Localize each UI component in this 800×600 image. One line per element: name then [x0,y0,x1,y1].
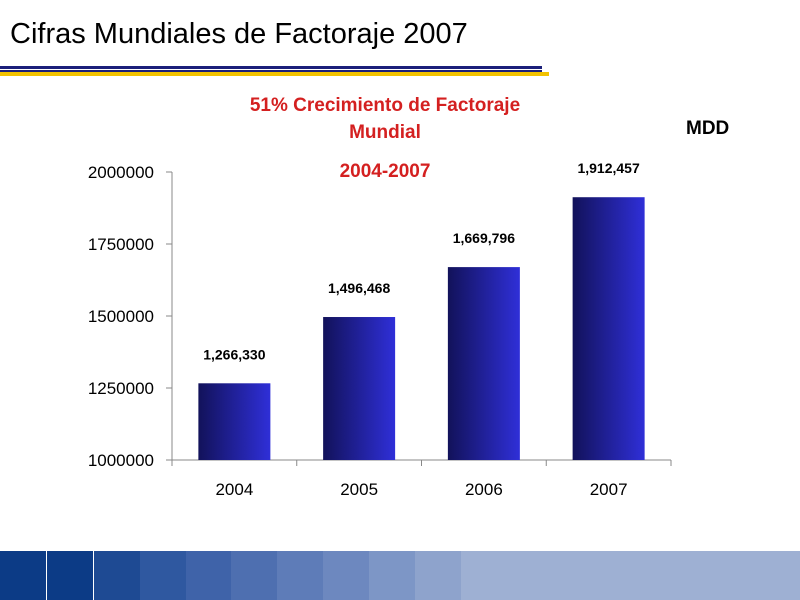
footer-block [369,551,416,600]
data-label-2005: 1,496,468 [328,280,390,296]
bar-2004 [198,383,271,460]
chart-title: 51% Crecimiento de Factoraje Mundial [249,95,521,143]
x-tick-label-2006: 2006 [465,480,503,499]
footer-block [185,551,232,600]
footer-block [460,551,800,600]
title-rule-navy-thin [0,70,542,72]
chart-subtitle: 2004-2007 [339,161,431,182]
slide-title: Cifras Mundiales de Factoraje 2007 [10,18,468,50]
footer-block [0,551,47,600]
x-tick-label-2004: 2004 [215,480,253,499]
chart-bars [198,197,645,460]
bar-2006 [447,267,520,460]
footer-block [93,551,140,600]
footer-block [139,551,186,600]
footer-block [46,551,94,600]
unit-label: MDD [686,118,730,139]
y-tick-label: 1500000 [88,307,154,326]
y-tick-label: 1000000 [88,451,154,470]
bar-2005 [323,317,396,460]
footer-block [323,551,370,600]
y-tick-label: 1750000 [88,235,154,254]
data-label-2007: 1,912,457 [577,160,639,176]
bar-2007 [572,197,645,460]
data-label-2004: 1,266,330 [203,346,265,362]
chart-labels: 1,266,330 2004 1,496,468 2005 1,669,796 2006 1… [203,160,640,499]
footer-color-band [0,551,800,600]
footer-block [231,551,278,600]
footer-block [277,551,324,600]
title-rule-navy [0,66,542,69]
y-tick-label: 2000000 [88,163,154,182]
x-tick-label-2007: 2007 [590,480,628,499]
x-tick-label-2005: 2005 [340,480,378,499]
y-tick-label: 1250000 [88,379,154,398]
data-label-2006: 1,669,796 [453,230,515,246]
footer-block [415,551,461,600]
title-rule-yellow [0,72,549,76]
